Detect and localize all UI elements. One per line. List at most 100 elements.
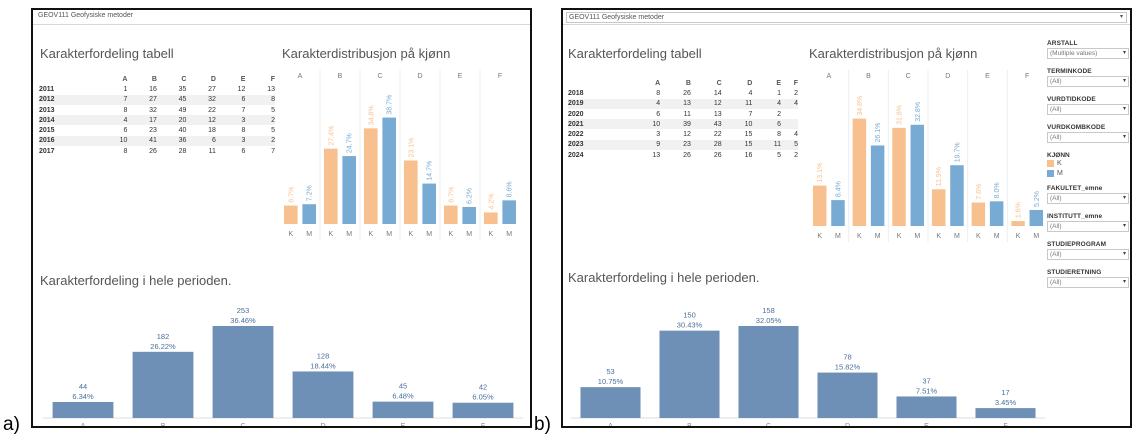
filter-dropdown[interactable]: (All) ▾ xyxy=(1047,104,1129,115)
row-year: 2018 xyxy=(568,89,584,97)
row-year: 2014 xyxy=(39,115,98,126)
table-cell: 2 xyxy=(245,115,275,126)
filter-value: (All) xyxy=(1050,223,1062,230)
filter-dropdown[interactable]: (Multiple values) ▾ xyxy=(1047,48,1129,59)
bar-percent-label: 30.43% xyxy=(677,321,703,330)
gender-tick-label: K xyxy=(488,231,493,238)
bar-a xyxy=(580,387,641,418)
bar-b xyxy=(659,330,720,418)
bar-count-label: 182 xyxy=(157,332,170,341)
table-cell: 28 xyxy=(178,147,187,155)
filter-terminkode: TERMINKODE (All) ▾ xyxy=(1047,68,1129,87)
table-row: 2022 3 12 22 15 8 4 xyxy=(568,129,798,139)
legend-swatch xyxy=(1047,159,1054,167)
table-cell: 2 xyxy=(777,110,782,118)
table-row: 2024 13 26 26 16 5 2 xyxy=(568,150,798,160)
category-tick-label: C xyxy=(766,423,771,428)
bar-count-label: 37 xyxy=(922,376,930,385)
filter-dropdown[interactable]: (All) ▾ xyxy=(1047,76,1129,87)
bar-e-k xyxy=(971,202,986,226)
bar-b-k xyxy=(852,118,867,226)
table-cell: 5 xyxy=(271,127,275,135)
category-header-b: B xyxy=(338,73,343,80)
filter-institutt-emne: INSTITUTT_emne (All) ▾ xyxy=(1047,213,1129,232)
filter-dropdown[interactable]: (All) ▾ xyxy=(1047,193,1129,204)
filter-label: TERMINKODE xyxy=(1047,68,1092,75)
category-tick-label: F xyxy=(481,423,485,428)
table-cell: 18 xyxy=(208,127,216,135)
bar-a-m xyxy=(831,200,845,226)
table-cell: 15 xyxy=(721,139,753,151)
row-year: 2012 xyxy=(39,94,98,105)
category-tick-label: F xyxy=(1003,423,1007,428)
table-row: 2020 6 11 13 7 2 xyxy=(568,109,798,119)
table-cell: 13 xyxy=(652,151,661,159)
table-cell: 4 xyxy=(629,98,661,109)
gender-tick-label: K xyxy=(368,231,373,238)
table-cell: 45 xyxy=(156,94,187,105)
table-cell: 12 xyxy=(186,115,216,126)
row-year: 2016 xyxy=(39,135,98,147)
bar-label: 4.2% xyxy=(488,193,495,209)
grade-table: A B C D E F 2011 1 16 35 27 12 13 2012 7 27 45 32 6 8 2013 8 3… xyxy=(39,74,275,156)
bar-label: 6.7% xyxy=(448,187,455,203)
filter-label: ÅRSTALL xyxy=(1047,40,1078,47)
table-cell: 5 xyxy=(777,151,782,159)
table-cell: 6 xyxy=(656,110,661,118)
filter-label: FAKULTET_emne xyxy=(1047,185,1103,192)
filter-dropdown[interactable]: (All) ▾ xyxy=(1047,221,1129,232)
chevron-down-icon: ▾ xyxy=(1122,134,1126,140)
bar-d-m xyxy=(422,183,436,224)
table-cell: 13 xyxy=(713,110,722,118)
dashboard-header: GEOV111 Geofysiske metoder xyxy=(33,10,530,25)
bar-c-k xyxy=(892,127,906,226)
gender-tick-label: K xyxy=(936,233,941,240)
bar-count-label: 45 xyxy=(399,382,407,391)
filter-value: (All) xyxy=(1050,195,1062,202)
chevron-down-icon: ▾ xyxy=(1122,279,1126,285)
bar-f xyxy=(975,408,1036,418)
bar-label: 27.4% xyxy=(328,126,335,146)
column-header-a: A xyxy=(655,79,661,87)
filter-dropdown[interactable]: (All) ▾ xyxy=(1047,132,1129,143)
bar-label: 7.2% xyxy=(307,185,314,201)
bar-b-m xyxy=(342,156,356,224)
gender-tick-label: K xyxy=(408,231,413,238)
row-year: 2017 xyxy=(39,147,55,155)
legend-item-k[interactable]: K xyxy=(1047,159,1129,169)
gender-tick-label: M xyxy=(346,231,352,238)
table-cell: 14 xyxy=(713,89,722,97)
bar-percent-label: 32.05% xyxy=(756,316,782,325)
gender-tick-label: M xyxy=(875,233,881,240)
gender-chart: A B C D E F 13.1% K 34.8% K 31.8% K 11.9% K 7.6% K 1.6% K… xyxy=(812,70,1044,242)
category-header-a: A xyxy=(826,73,831,80)
bar-b xyxy=(132,351,194,418)
bar-count-label: 78 xyxy=(843,353,851,362)
filter-label: INSTITUTT_emne xyxy=(1047,213,1103,220)
category-header-d: D xyxy=(417,73,422,80)
bar-c xyxy=(212,326,274,418)
bar-percent-label: 6.48% xyxy=(392,392,414,401)
category-header-a: A xyxy=(298,73,303,80)
bar-e xyxy=(896,396,957,418)
category-tick-label: B xyxy=(687,423,692,428)
bar-percent-label: 6.05% xyxy=(472,393,494,402)
table-cell: 6 xyxy=(215,94,246,105)
chevron-down-icon: ▾ xyxy=(1122,50,1126,56)
table-cell: 49 xyxy=(178,106,187,114)
table-row: 2018 8 26 14 4 1 2 xyxy=(568,88,798,98)
bar-d xyxy=(292,371,354,418)
legend-item-m[interactable]: M xyxy=(1047,169,1129,179)
table-cell: 8 xyxy=(245,94,275,105)
filter-dropdown[interactable]: (All) ▾ xyxy=(1047,249,1129,260)
course-selector[interactable]: GEOV111 Geofysiske metoder ▾ xyxy=(566,12,1127,23)
chevron-down-icon: ▾ xyxy=(1122,251,1126,257)
bar-count-label: 253 xyxy=(237,306,250,315)
bar-a-m xyxy=(302,204,316,224)
table-cell: 15 xyxy=(744,131,753,139)
filter-studieretning: STUDIERETNING (All) ▾ xyxy=(1047,269,1129,288)
bar-count-label: 53 xyxy=(606,367,614,376)
filter-dropdown[interactable]: (All) ▾ xyxy=(1047,277,1129,288)
table-cell: 40 xyxy=(178,127,187,135)
